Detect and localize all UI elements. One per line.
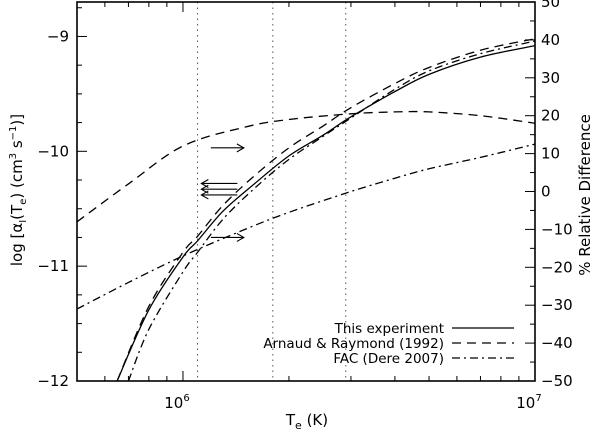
data-series (77, 38, 535, 381)
x-axis-title: Te (K) (285, 411, 328, 432)
y-right-tick-label: 0 (541, 183, 551, 201)
tick-labels: −9 −10 −11 −12 50 40 30 20 10 0 −10 −20 −30 −40 −50 106… (37, 0, 572, 412)
legend-label: This experiment (334, 321, 444, 337)
y-right-tick-label: −40 (541, 334, 573, 352)
y-right-tick-label: −30 (541, 296, 573, 314)
y-right-tick-label: −20 (541, 258, 573, 276)
y-left-tick-label: −11 (37, 257, 69, 275)
legend-label: FAC (Dere 2007) (333, 351, 444, 367)
y-right-axis-title: % Relative Difference (576, 114, 594, 276)
y-right-tick-label: 40 (541, 31, 560, 49)
y-right-tick-label: 30 (541, 69, 560, 87)
series-dashed (77, 110, 535, 223)
series-dash-dot (127, 40, 535, 381)
reference-lines (197, 2, 347, 381)
y-left-tick-label: −12 (37, 372, 69, 390)
y-right-tick-label: −50 (541, 372, 573, 390)
legend-label: Arnaud & Raymond (1992) (263, 336, 444, 352)
arrow-right-icon (236, 143, 245, 153)
arrow-right-icon (236, 232, 245, 242)
series-dashed (116, 38, 535, 381)
plot-frame (76, 1, 536, 382)
series-solid (116, 45, 535, 381)
y-left-tick-label: −10 (37, 142, 69, 160)
y-right-tick-label: 20 (541, 107, 560, 125)
annotation-arrows (200, 143, 245, 242)
axis-ticks (76, 1, 535, 382)
x-tick-label: 106 (164, 393, 189, 412)
arrow-left-icon (200, 190, 209, 200)
y-left-axis-title: log [αI(Te) (cm3 s−1)] (8, 114, 29, 266)
series-dash-dot (77, 143, 535, 310)
y-right-tick-label: 10 (541, 145, 560, 163)
x-tick-label: 107 (516, 393, 541, 412)
y-right-tick-label: −10 (541, 220, 573, 238)
y-left-tick-label: −9 (47, 27, 69, 45)
y-right-tick-label: 50 (541, 0, 560, 11)
